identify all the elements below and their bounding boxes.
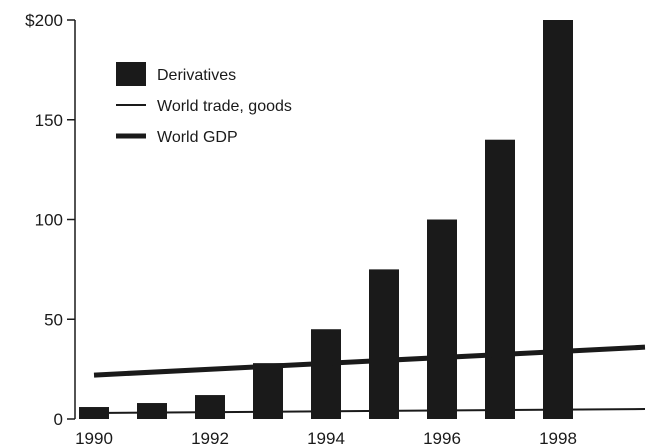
legend-label: World GDP (157, 129, 238, 146)
legend: Derivatives World trade, goods World GDP (116, 62, 292, 146)
bar-1992 (195, 395, 225, 419)
y-tick-label: 50 (44, 310, 63, 329)
y-tick-label: 150 (35, 111, 63, 130)
trend-lines (93, 344, 646, 415)
world-trade-line (93, 408, 646, 415)
x-tick-label: 1992 (191, 429, 229, 448)
world-gdp-line (93, 344, 646, 378)
legend-swatch-derivatives (116, 62, 146, 86)
bar-1994 (311, 329, 341, 419)
y-tick-label: 100 (35, 211, 63, 230)
bar-1997 (485, 139, 515, 419)
legend-label: World trade, goods (157, 98, 292, 115)
bar-1996 (427, 219, 457, 419)
x-tick-label: 1996 (423, 429, 461, 448)
y-tick-label: $200 (25, 11, 63, 30)
x-tick-label: 1990 (75, 429, 113, 448)
x-axis-ticks: 1990 1992 1994 1996 1998 (75, 429, 577, 448)
derivatives-bars (79, 20, 573, 419)
axes: $200 150 100 50 0 1990 1992 1994 1996 1998 (25, 11, 577, 448)
y-tick-label: 0 (54, 410, 63, 429)
bar-1991 (137, 403, 167, 419)
legend-label: Derivatives (157, 67, 236, 84)
x-tick-label: 1998 (539, 429, 577, 448)
bar-1998 (543, 20, 573, 419)
bar-1993 (253, 363, 283, 419)
x-tick-label: 1994 (307, 429, 345, 448)
y-axis-ticks: $200 150 100 50 0 (25, 11, 75, 429)
bar-1995 (369, 269, 399, 419)
